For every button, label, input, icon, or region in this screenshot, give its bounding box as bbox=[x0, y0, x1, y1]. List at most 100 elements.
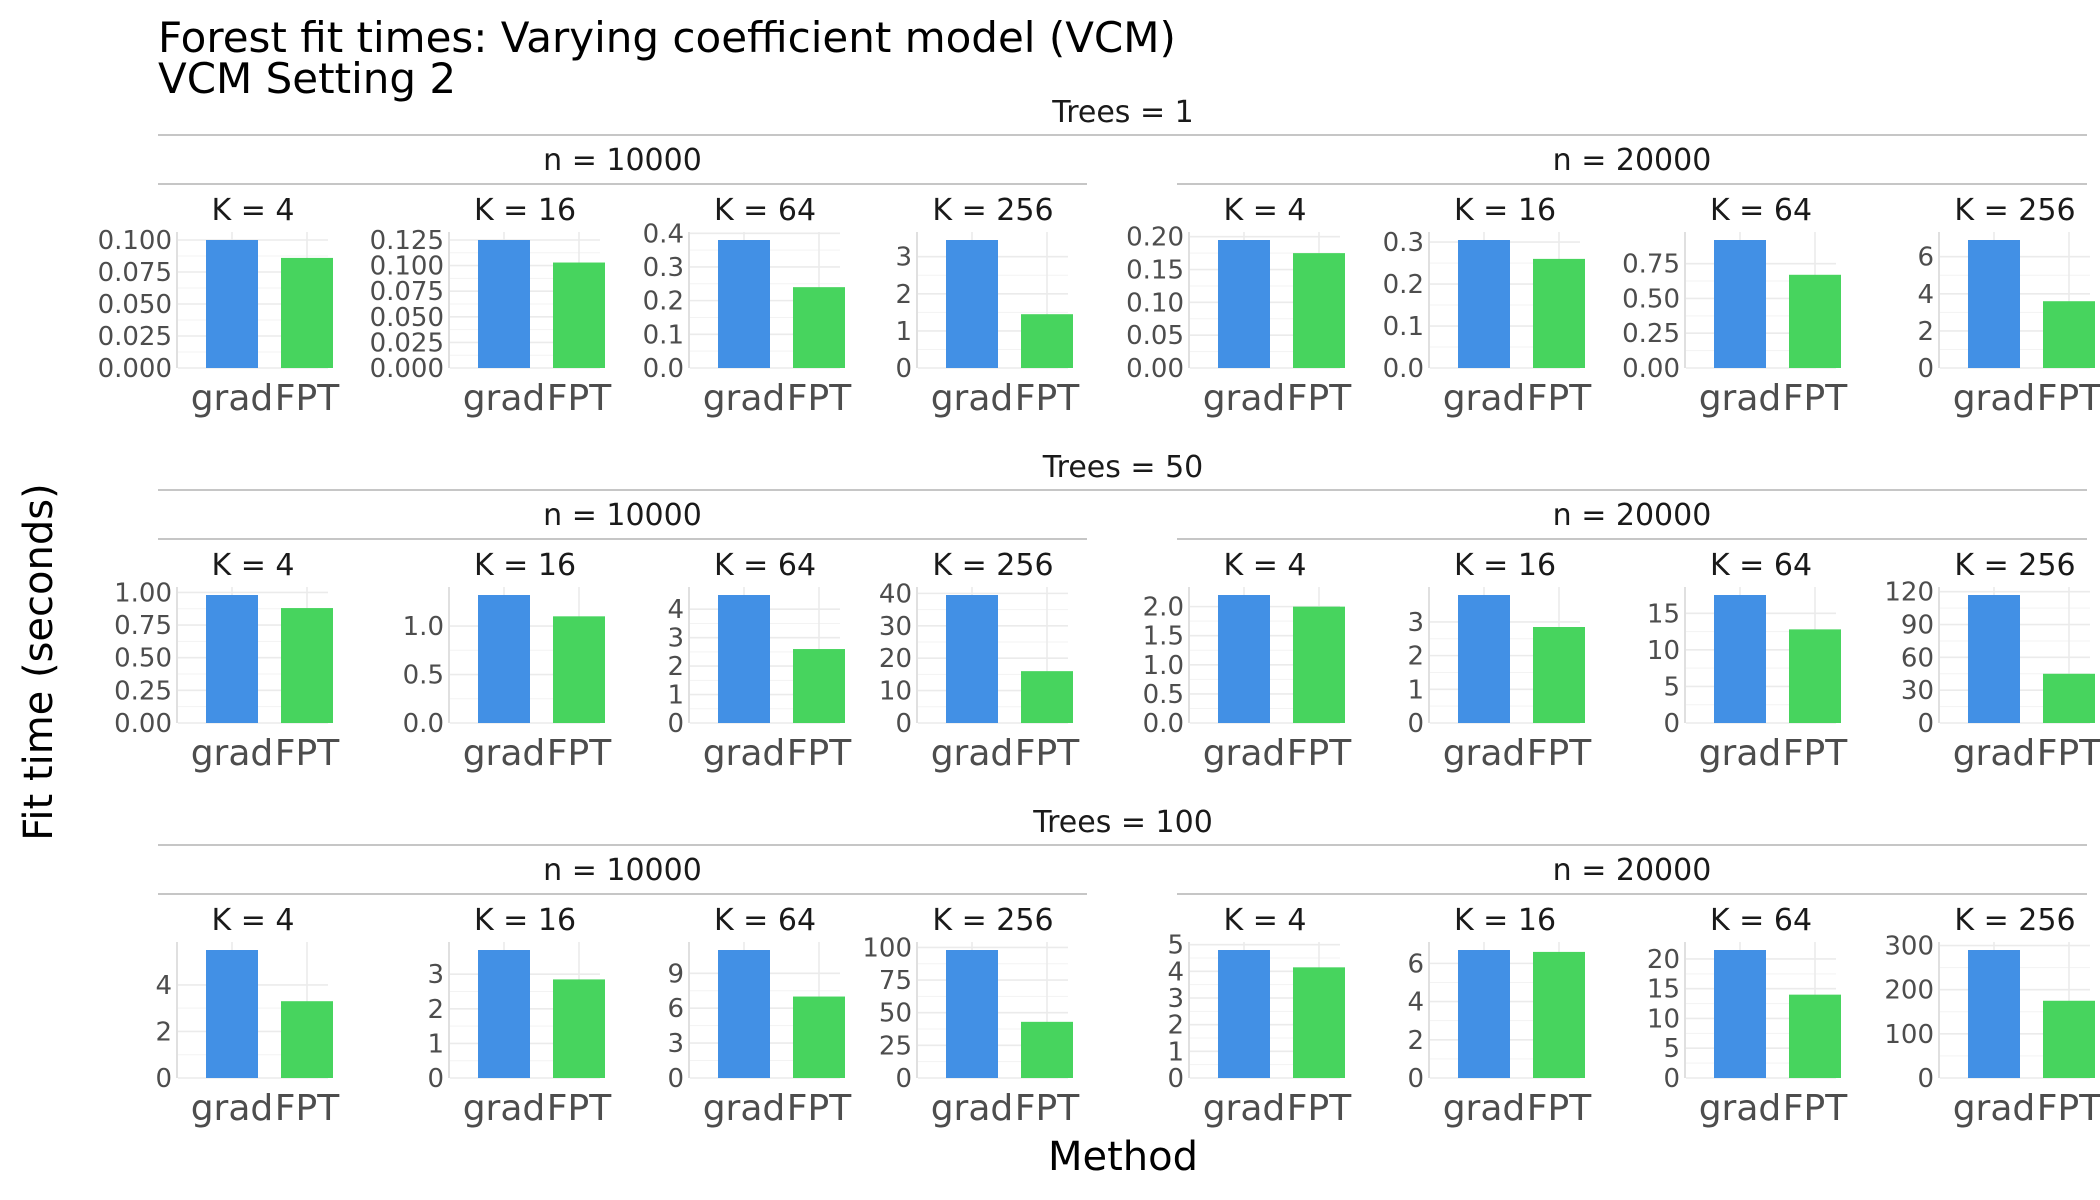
y-tick-label: 15 bbox=[1647, 599, 1680, 629]
x-tick-label: grad bbox=[191, 1088, 274, 1129]
bar-grad bbox=[478, 240, 530, 368]
y-tick-label: 2 bbox=[427, 995, 444, 1025]
y-tick-label: 2 bbox=[1407, 642, 1424, 672]
group-strip-label: n = 10000 bbox=[543, 498, 702, 533]
bar-fpt bbox=[281, 1001, 333, 1078]
x-tick-label: FPT bbox=[1527, 378, 1592, 419]
group-strip-label: n = 10000 bbox=[543, 853, 702, 888]
x-tick-label: grad bbox=[931, 378, 1014, 419]
bar-fpt bbox=[1789, 994, 1841, 1078]
panel-strip-label: K = 4 bbox=[1224, 548, 1307, 583]
bar-fpt bbox=[793, 287, 845, 368]
y-tick-label: 1 bbox=[1167, 1037, 1184, 1067]
y-tick-label: 5 bbox=[1167, 931, 1184, 961]
bar-fpt bbox=[553, 616, 605, 723]
x-tick-label: grad bbox=[1699, 1088, 1782, 1129]
y-tick-label: 0.5 bbox=[403, 661, 444, 691]
x-tick-label: FPT bbox=[1287, 733, 1352, 774]
bar-grad bbox=[478, 950, 530, 1078]
facet-panel: K = 256 0 2 4 6 grad FPT bbox=[1917, 193, 2100, 419]
x-tick-label: grad bbox=[191, 378, 274, 419]
bar-grad bbox=[718, 950, 770, 1078]
x-tick-label: grad bbox=[1953, 733, 2036, 774]
panel-strip-label: K = 16 bbox=[474, 548, 576, 583]
y-tick-label: 0.25 bbox=[114, 676, 172, 706]
y-tick-label: 60 bbox=[1901, 643, 1934, 673]
x-tick-label: grad bbox=[1203, 1088, 1286, 1129]
x-tick-label: grad bbox=[1443, 1088, 1526, 1129]
bar-fpt bbox=[2043, 1000, 2095, 1078]
bar-grad bbox=[206, 240, 258, 368]
y-tick-label: 0.25 bbox=[1622, 319, 1680, 349]
y-tick-label: 3 bbox=[895, 243, 912, 273]
y-tick-label: 6 bbox=[1917, 243, 1934, 273]
panel-strip-label: K = 256 bbox=[1954, 903, 2075, 938]
x-tick-label: grad bbox=[1953, 378, 2036, 419]
y-tick-label: 30 bbox=[1901, 676, 1934, 706]
y-tick-label: 40 bbox=[879, 579, 912, 609]
y-tick-label: 0.1 bbox=[643, 320, 684, 350]
panel-strip-label: K = 4 bbox=[212, 193, 295, 228]
y-axis-title: Fit time (seconds) bbox=[16, 483, 62, 840]
y-tick-label: 10 bbox=[1647, 636, 1680, 666]
y-tick-label: 0.05 bbox=[1126, 321, 1184, 351]
y-tick-label: 15 bbox=[1647, 975, 1680, 1005]
x-tick-label: FPT bbox=[787, 378, 852, 419]
panel-strip-label: K = 16 bbox=[474, 903, 576, 938]
y-tick-label: 6 bbox=[667, 994, 684, 1024]
y-tick-label: 0.75 bbox=[1622, 250, 1680, 280]
bar-grad bbox=[1218, 595, 1270, 723]
bar-grad bbox=[206, 595, 258, 723]
panel-strip-label: K = 16 bbox=[1454, 903, 1556, 938]
row-strip-label: Trees = 50 bbox=[1042, 450, 1204, 485]
y-tick-label: 0.125 bbox=[370, 226, 444, 256]
panel-strip-label: K = 64 bbox=[1710, 903, 1812, 938]
x-axis-title: Method bbox=[1048, 1134, 1198, 1180]
y-tick-label: 0.00 bbox=[1126, 354, 1184, 384]
y-tick-label: 25 bbox=[879, 1031, 912, 1061]
y-tick-label: 50 bbox=[879, 999, 912, 1029]
y-tick-label: 0.075 bbox=[370, 277, 444, 307]
x-tick-label: FPT bbox=[1015, 1088, 1080, 1129]
y-tick-label: 2.0 bbox=[1143, 593, 1184, 623]
y-tick-label: 0 bbox=[427, 1064, 444, 1094]
bar-fpt bbox=[281, 608, 333, 723]
facet-panel: K = 64 0.0 0.10.2 0.3 0.4 grad FPT bbox=[643, 193, 853, 419]
x-tick-label: grad bbox=[463, 1088, 546, 1129]
bar-grad bbox=[718, 240, 770, 368]
facet-panel: K = 64 0 5 10 15 grad FPT bbox=[1647, 548, 1848, 774]
y-tick-label: 0.100 bbox=[98, 226, 172, 256]
y-tick-label: 1 bbox=[667, 681, 684, 711]
bar-grad bbox=[1458, 950, 1510, 1078]
bar-grad bbox=[946, 950, 998, 1078]
y-tick-label: 0.5 bbox=[1143, 680, 1184, 710]
group-strip-label: n = 20000 bbox=[1553, 853, 1712, 888]
x-tick-label: FPT bbox=[1783, 1088, 1848, 1129]
bar-fpt bbox=[1021, 314, 1073, 368]
panel-strip-label: K = 64 bbox=[1710, 193, 1812, 228]
y-tick-label: 0 bbox=[1663, 1064, 1680, 1094]
bar-fpt bbox=[1789, 274, 1841, 368]
y-tick-label: 0 bbox=[1917, 1064, 1934, 1094]
panel-strip-label: K = 16 bbox=[1454, 548, 1556, 583]
bar-grad bbox=[1714, 240, 1766, 368]
facet-panel: K = 16 0.0 0.5 1.0 grad FPT bbox=[403, 548, 613, 774]
y-tick-label: 0 bbox=[667, 1064, 684, 1094]
bar-grad bbox=[1458, 240, 1510, 368]
group-strip-label: n = 20000 bbox=[1553, 498, 1712, 533]
x-tick-label: FPT bbox=[275, 378, 340, 419]
x-tick-label: grad bbox=[463, 378, 546, 419]
x-tick-label: grad bbox=[1203, 378, 1286, 419]
bar-fpt bbox=[2043, 301, 2095, 368]
group-strip-label: n = 20000 bbox=[1553, 143, 1712, 178]
